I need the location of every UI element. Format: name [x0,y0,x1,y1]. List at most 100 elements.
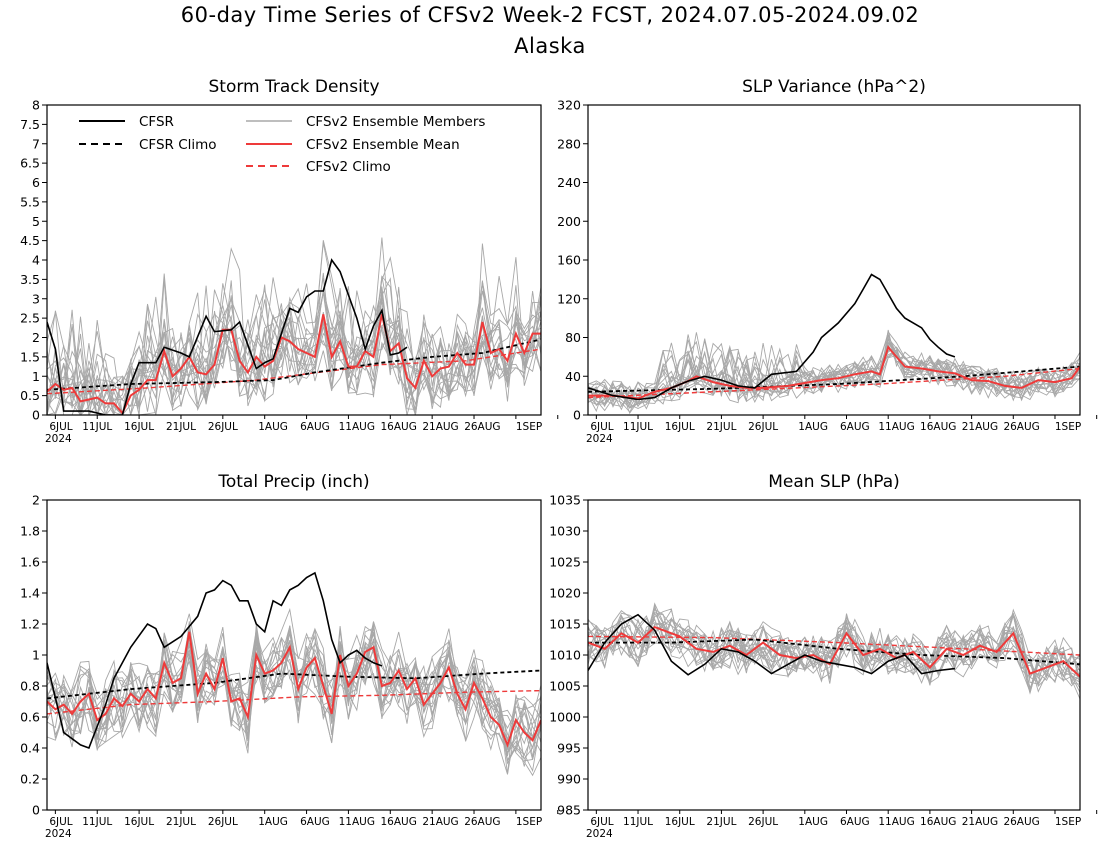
plot-area [588,273,1080,415]
series-line-ens-climo [47,689,541,715]
x-tick-label: 1AUG [258,421,288,433]
ensemble-member-line [47,287,541,415]
x-tick-label: 16JUL [665,816,695,828]
x-tick-label: 16AUG [920,421,956,433]
ensemble-member-line [588,341,1080,405]
x-tick-label: 1AUG [798,816,828,828]
x-tick-label: 6JUL [590,816,613,828]
legend-label: CFSv2 Ensemble Mean [306,137,460,153]
x-tick-label: 6JUL [49,421,72,433]
panel-title: Mean SLP (hPa) [768,472,900,492]
y-tick-label: 5.5 [20,194,40,209]
x-tick-label: 11JUL [82,421,112,433]
y-tick-label: 0 [573,408,581,423]
ensemble-member-line [588,332,1080,404]
x-tick-label: 1AUG [798,421,828,433]
series-line-cfsr [588,273,956,401]
panel-title: Storm Track Density [208,77,379,97]
x-tick-label: 16AUG [380,816,416,828]
figure-title: 60-day Time Series of CFSv2 Week-2 FCST,… [180,3,920,27]
plot-area [47,237,541,415]
x-year-label: 2024 [586,433,613,445]
y-tick-label: 2.5 [20,311,40,326]
x-year-label: 2024 [45,828,72,840]
ensemble-member-line [588,616,1080,700]
x-tick-label: 11JUL [623,816,653,828]
x-tick-label: 26JUL [208,421,238,433]
series-line-cfsr [47,571,383,750]
plot-area [47,571,541,777]
x-tick-label: 6AUG [840,816,870,828]
y-tick-label: 1.6 [20,555,40,570]
figure-subtitle: Alaska [514,34,586,58]
y-tick-label: 320 [557,98,581,113]
x-tick-label: 21AUG [962,421,998,433]
y-tick-label: 1010 [549,648,581,663]
x-tick-label: 1SEP [516,816,542,828]
x-tick-label: 26AUG [1003,421,1039,433]
x-tick-label: 11JUL [82,816,112,828]
y-tick-label: 4 [32,253,40,268]
x-tick-label: 26AUG [1003,816,1039,828]
y-tick-label: 0 [32,803,40,818]
ensemble-member-line [47,624,541,773]
x-tick-label: 6AUG [300,421,330,433]
y-tick-label: 160 [557,253,581,268]
x-tick-label: 11AUG [878,421,914,433]
x-tick-label: 11JUL [623,421,653,433]
y-tick-label: 995 [557,741,581,756]
y-tick-label: 985 [557,803,581,818]
legend-label: CFSR [139,114,174,130]
x-tick-label: 6JUL [590,421,613,433]
x-tick-label: 11AUG [339,816,375,828]
x-tick-label: 26JUL [748,421,778,433]
y-tick-label: 8 [32,98,40,113]
y-tick-label: 1035 [549,493,581,508]
x-tick-label: 26JUL [748,816,778,828]
y-tick-label: 1.5 [20,349,40,364]
panel-2: SLP Variance (hPa^2) 0 40 80 120 160 200 240 280… [557,77,1098,445]
y-tick-label: 2 [32,330,40,345]
y-tick-label: 80 [565,330,581,345]
x-tick-label: 16AUG [920,816,956,828]
y-tick-label: 0 [32,408,40,423]
y-tick-label: 1.4 [20,586,40,601]
ensemble-member-line [588,612,1080,681]
series-line-ens-climo [588,367,1080,399]
y-tick-label: 120 [557,291,581,306]
x-tick-label: 21AUG [422,421,458,433]
y-tick-label: 1 [32,369,40,384]
plot-frame [46,104,542,416]
plot-area [588,602,1080,700]
y-tick-label: 40 [565,369,581,384]
y-tick-label: 0.6 [20,710,40,725]
y-tick-label: 1000 [549,710,581,725]
x-tick-label: 21JUL [166,816,196,828]
x-tick-label: 21JUL [706,816,736,828]
y-tick-label: 2 [32,493,40,508]
panel-3: Total Precip (inch) 0 0.2 0.4 0.6 0.8 1 1.2 1.4 1… [20,472,559,840]
x-tick-label: 1SEP [516,421,542,433]
y-tick-label: 3.5 [20,272,40,287]
legend-label: CFSv2 Climo [306,159,391,175]
y-tick-label: 1020 [549,586,581,601]
ensemble-member-line [47,285,541,415]
series-line-ens-mean [47,314,541,415]
y-tick-label: 200 [557,214,581,229]
x-tick-label: 1SEP [1055,421,1081,433]
series-line-ens-climo [588,635,1080,656]
y-tick-label: 6.5 [20,156,40,171]
x-tick-label: 6AUG [840,421,870,433]
y-tick-label: 1025 [549,555,581,570]
x-tick-label: 6JUL [49,816,72,828]
y-tick-label: 0.4 [20,741,40,756]
x-tick-label: 21AUG [422,816,458,828]
x-tick-label: 11AUG [339,421,375,433]
x-tick-label: 21JUL [706,421,736,433]
x-year-label: 2024 [45,433,72,445]
y-tick-label: 990 [557,772,581,787]
y-tick-label: 4.5 [20,233,40,248]
series-line-cfsr-climo [588,365,1080,393]
y-tick-label: 0.5 [20,388,40,403]
